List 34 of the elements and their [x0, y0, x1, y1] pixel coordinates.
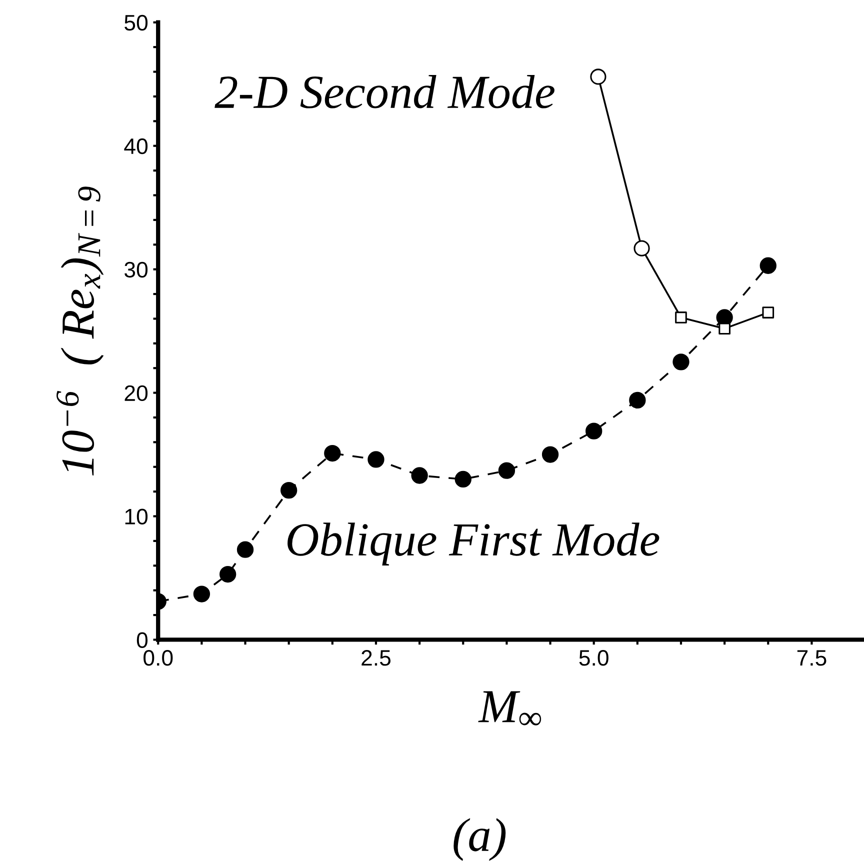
point: [498, 462, 516, 479]
y-tick-label: 10: [125, 508, 148, 525]
point: [762, 306, 774, 318]
point: [324, 444, 341, 462]
point: [586, 422, 602, 440]
text: (a): [454, 818, 506, 861]
y-tick-label: 50: [124, 14, 148, 31]
y-tick-label: 20: [124, 385, 148, 402]
point: [236, 541, 254, 558]
point: [590, 68, 606, 85]
point: [672, 354, 690, 370]
x-tick-label: 5.0: [579, 650, 608, 666]
x-axis-title: M$_{∞}$: [478, 691, 542, 726]
x-tick-label: 2.5: [362, 650, 390, 666]
point: [280, 482, 298, 499]
point: [629, 392, 646, 409]
point: [193, 586, 210, 602]
point: [411, 467, 428, 484]
annotation: 2-D Second Mode: [214, 75, 554, 108]
point: [634, 240, 650, 256]
y-axis-title: 10$^{−6}$ ( Re$_{x}$)$_{N=9}$: [56, 186, 104, 476]
point: [219, 566, 236, 583]
point: [454, 470, 472, 488]
y-tick-label: 40: [124, 138, 148, 154]
point: [675, 312, 687, 324]
x-tick-label: 7.5: [797, 650, 826, 666]
y-tick-label: 0: [136, 632, 148, 648]
point: [718, 322, 730, 334]
x-tick-label: 0.0: [144, 650, 173, 666]
point: [368, 451, 384, 468]
point: [542, 446, 559, 463]
y-tick-label: 30: [124, 262, 148, 278]
annotation: Oblique First Mode: [288, 522, 660, 566]
point: [760, 257, 776, 274]
